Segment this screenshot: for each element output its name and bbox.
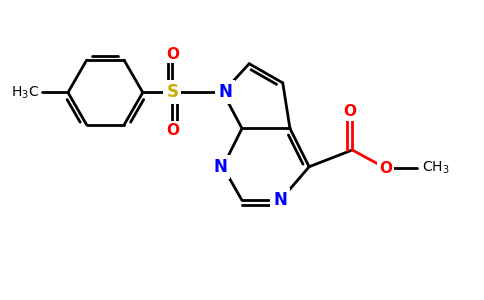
Text: N: N (273, 191, 287, 209)
Text: S: S (166, 83, 179, 101)
Text: O: O (343, 104, 356, 119)
Text: N: N (213, 158, 227, 176)
Text: N: N (218, 83, 232, 101)
Text: H$_3$C: H$_3$C (11, 84, 39, 101)
Text: O: O (166, 123, 179, 138)
Text: O: O (166, 46, 179, 62)
Text: O: O (379, 161, 393, 176)
Text: CH$_3$: CH$_3$ (423, 160, 450, 176)
